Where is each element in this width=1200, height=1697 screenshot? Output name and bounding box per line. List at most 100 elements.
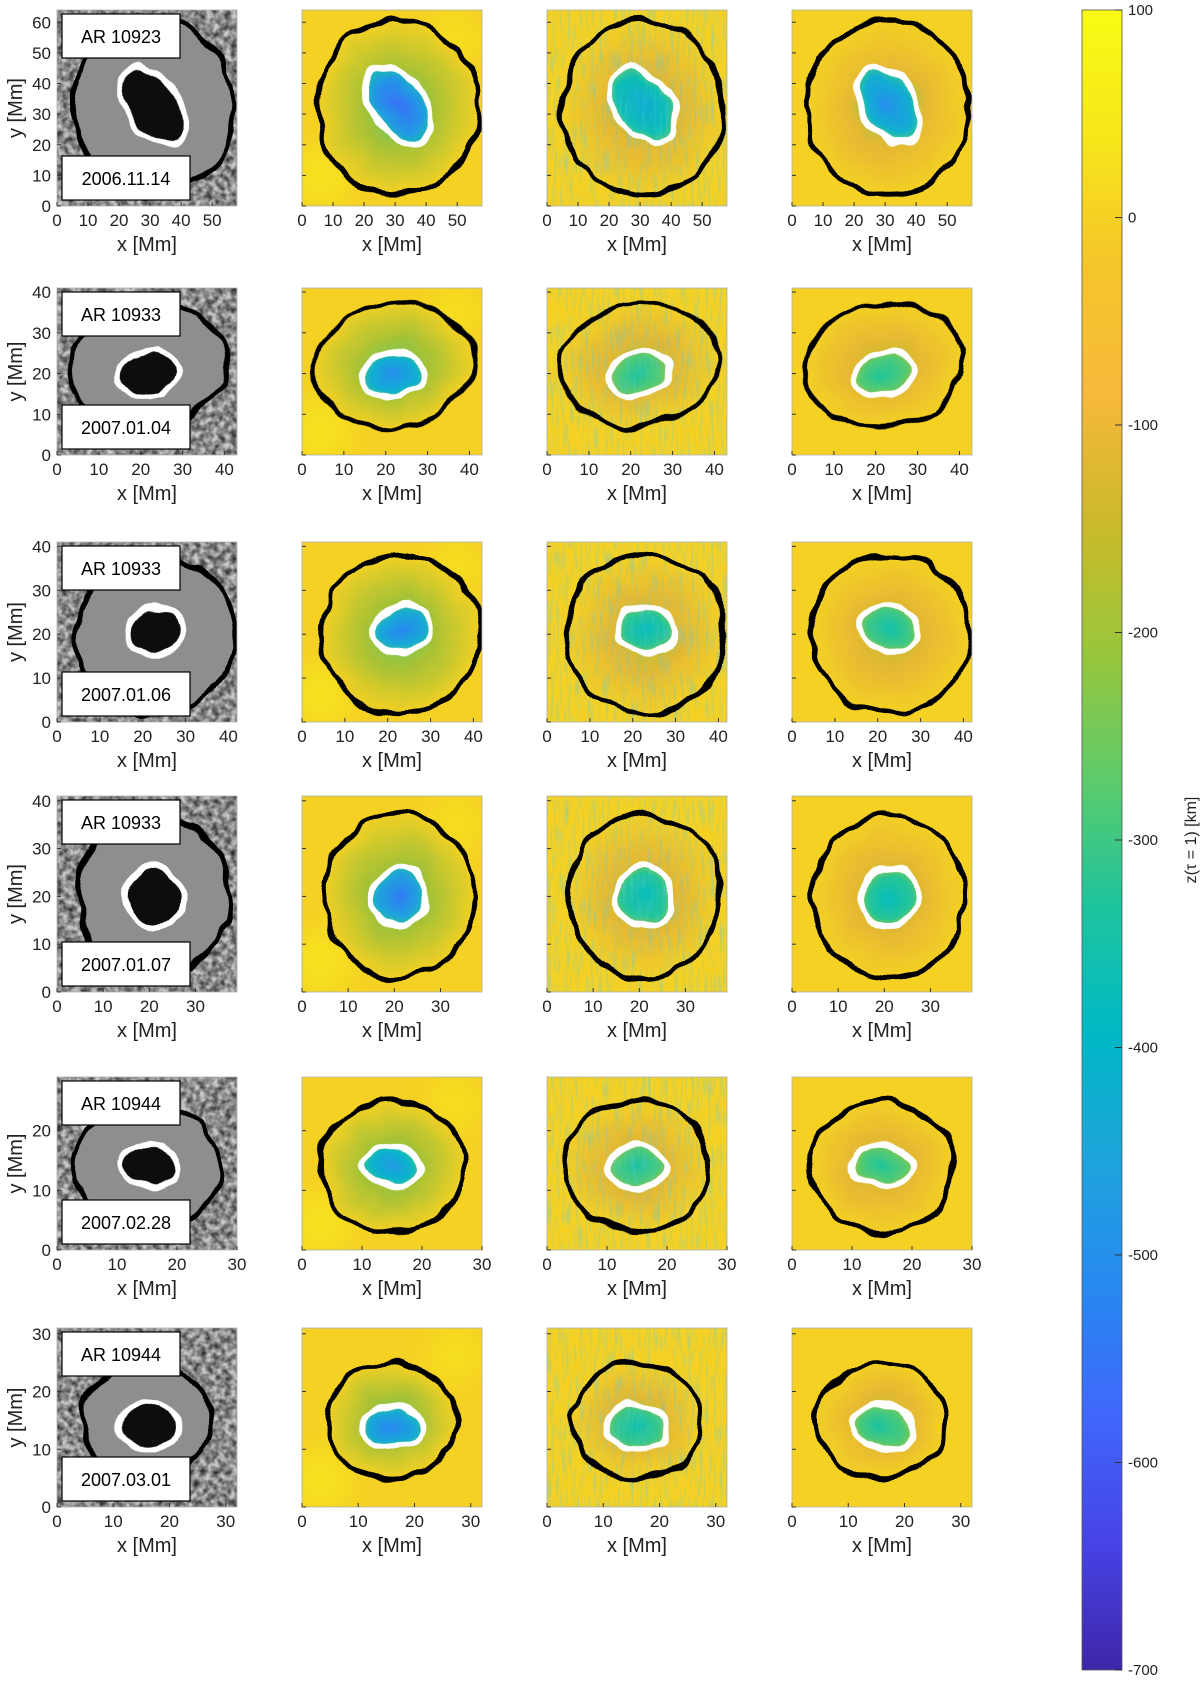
x-tick-label: 10	[579, 460, 598, 479]
date-text: 2007.03.01	[81, 1470, 171, 1490]
umbra-boundary-contour	[852, 63, 924, 147]
penumbra-boundary-contour	[802, 301, 966, 430]
colorbar-tick-label: -500	[1128, 1247, 1158, 1264]
active-region-label: AR 10933	[61, 291, 181, 337]
x-tick-label: 20	[650, 1512, 669, 1531]
y-axis-label: y [Mm]	[5, 1134, 27, 1194]
panel-r4-c2: 0 10 20 30 x [Mm]	[297, 795, 483, 1042]
panel-r1-c3: 0 10 20 30 40 50 x [Mm]	[542, 9, 728, 256]
active-region-text: AR 10933	[81, 559, 161, 579]
y-axis	[547, 800, 551, 993]
x-tick-label: 30	[176, 727, 195, 746]
colorbar-tick-label: -300	[1128, 832, 1158, 849]
y-tick-label: 40	[32, 283, 51, 302]
x-tick-label: 0	[787, 1255, 796, 1274]
x-tick-label: 30	[431, 997, 450, 1016]
x-tick-label: 30	[141, 211, 160, 230]
active-region-text: AR 10933	[81, 813, 161, 833]
umbra-boundary-contour	[114, 348, 184, 399]
y-tick-label: 10	[32, 1181, 51, 1200]
y-axis	[547, 545, 551, 723]
panel-frame	[546, 795, 728, 993]
x-tick-label: 0	[787, 211, 796, 230]
y-axis	[547, 1130, 551, 1251]
x-tick-label: 20	[378, 727, 397, 746]
umbra-boundary-contour	[613, 863, 675, 930]
x-tick-label: 20	[623, 727, 642, 746]
umbra-boundary-contour	[603, 1401, 671, 1452]
active-region-label: AR 10933	[61, 545, 181, 591]
umbra-boundary-contour	[368, 863, 430, 930]
penumbra-boundary-contour	[808, 552, 972, 716]
date-text: 2007.01.07	[81, 955, 171, 975]
x-tick-label: 0	[542, 727, 551, 746]
y-tick-label: 0	[42, 197, 51, 216]
panel-r6-c3: 0 10 20 30 x [Mm]	[542, 1327, 728, 1557]
y-axis-label: y [Mm]	[5, 602, 27, 662]
x-axis-label: x [Mm]	[607, 234, 667, 256]
x-tick-label: 20	[903, 1255, 922, 1274]
x-axis-label: x [Mm]	[362, 234, 422, 256]
y-tick-label: 30	[32, 840, 51, 859]
x-axis: 0 10 20 30 x [Mm]	[52, 1503, 235, 1557]
y-axis	[792, 1333, 796, 1508]
y-tick-label: 30	[32, 105, 51, 124]
umbra-boundary-contour	[123, 602, 188, 657]
x-axis-label: x [Mm]	[117, 1020, 177, 1042]
y-axis	[302, 291, 306, 456]
penumbra-boundary-contour	[557, 301, 721, 430]
y-axis-label: y [Mm]	[5, 342, 27, 402]
x-axis: 0 10 20 30 40 50 x [Mm]	[297, 202, 467, 256]
x-tick-label: 30	[911, 727, 930, 746]
x-tick-label: 40	[464, 727, 483, 746]
x-axis: 0 10 20 30 40 50 x [Mm]	[542, 202, 712, 256]
x-tick-label: 10	[94, 997, 113, 1016]
active-region-text: AR 10944	[81, 1345, 161, 1365]
y-tick-label: 20	[32, 887, 51, 906]
colorbar-ticks: 100 0 -100 -200 -300 -400 -500 -600 -700	[1115, 2, 1158, 1679]
panel-frame	[791, 795, 973, 993]
penumbra-boundary-contour	[312, 301, 476, 430]
x-tick-label: 10	[814, 211, 833, 230]
x-tick-label: 40	[460, 460, 479, 479]
x-axis: 0 10 20 30 x [Mm]	[52, 988, 205, 1042]
x-tick-label: 20	[140, 997, 159, 1016]
filament-texture	[547, 10, 727, 206]
x-tick-label: 40	[215, 460, 234, 479]
x-axis-label: x [Mm]	[117, 1278, 177, 1300]
x-axis-label: x [Mm]	[852, 1020, 912, 1042]
x-tick-label: 0	[542, 211, 551, 230]
x-tick-label: 40	[417, 211, 436, 230]
x-tick-label: 10	[594, 1512, 613, 1531]
umbra-boundary-contour	[607, 63, 679, 147]
active-region-label: AR 10944	[61, 1331, 181, 1377]
panel-frame	[301, 287, 483, 456]
x-tick-label: 30	[718, 1255, 737, 1274]
x-tick-label: 50	[203, 211, 222, 230]
x-tick-label: 30	[676, 997, 695, 1016]
colorbar-tick-label: -400	[1128, 1040, 1158, 1057]
x-tick-label: 50	[693, 211, 712, 230]
y-tick-label: 0	[42, 446, 51, 465]
y-axis	[302, 1333, 306, 1508]
x-axis-label: x [Mm]	[362, 1535, 422, 1557]
x-tick-label: 30	[421, 727, 440, 746]
x-tick-label: 0	[297, 1512, 306, 1531]
x-tick-label: 10	[324, 211, 343, 230]
x-axis: 0 10 20 30 40 x [Mm]	[787, 718, 973, 772]
y-tick-label: 10	[32, 166, 51, 185]
y-tick-label: 30	[32, 324, 51, 343]
x-axis-label: x [Mm]	[852, 1278, 912, 1300]
umbra-boundary-contour	[362, 63, 434, 147]
x-axis: 0 10 20 30 x [Mm]	[297, 1246, 491, 1300]
x-tick-label: 0	[297, 727, 306, 746]
umbra-boundary-contour	[858, 863, 920, 930]
x-axis: 0 10 20 30 40 x [Mm]	[297, 451, 479, 505]
y-axis-label: y [Mm]	[5, 864, 27, 924]
x-axis-label: x [Mm]	[117, 234, 177, 256]
x-tick-label: 10	[598, 1255, 617, 1274]
x-tick-label: 0	[787, 460, 796, 479]
x-tick-label: 10	[824, 460, 843, 479]
umbra-boundary-contour	[114, 1141, 180, 1192]
